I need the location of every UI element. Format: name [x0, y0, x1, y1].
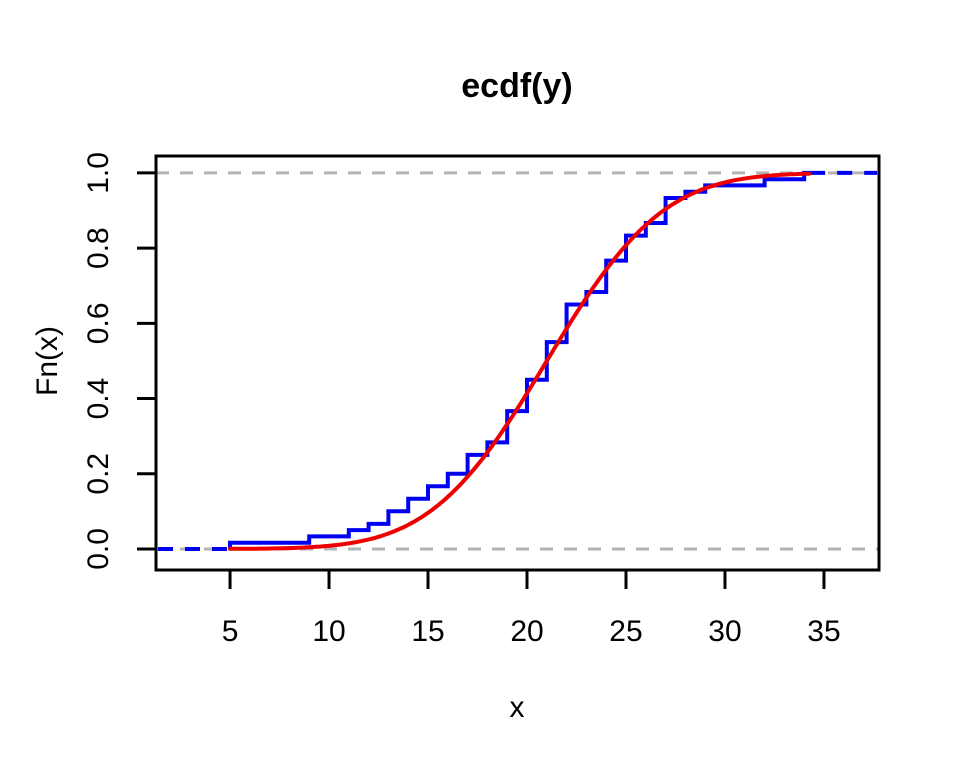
- ecdf-step-line: [228, 170, 811, 549]
- y-axis-title: Fn(x): [31, 326, 64, 396]
- y-tick-label: 0.0: [82, 528, 115, 570]
- x-tick-label: 20: [510, 615, 543, 648]
- x-tick-label: 35: [807, 615, 840, 648]
- x-axis-title: x: [510, 691, 525, 724]
- normal-cdf-curve: [228, 171, 812, 551]
- x-tick-label: 10: [312, 615, 345, 648]
- y-tick-label: 0.2: [82, 453, 115, 495]
- y-tick-label: 0.4: [82, 378, 115, 420]
- x-tick-label: 15: [411, 615, 444, 648]
- series-layer: [158, 170, 877, 551]
- reference-lines-layer: [156, 171, 879, 551]
- y-tick-label: 1.0: [82, 152, 115, 194]
- y-tick-label: 0.6: [82, 302, 115, 344]
- chart-title: ecdf(y): [461, 67, 572, 105]
- x-tick-label: 25: [609, 615, 642, 648]
- axes-layer: 5 10 15 20 25 30 35 0.0 0.2 0.4 0.6 0.8 1.0: [82, 152, 881, 648]
- y-tick-label: 0.8: [82, 227, 115, 269]
- x-tick-label: 30: [708, 615, 741, 648]
- x-tick-label: 5: [222, 615, 239, 648]
- plot-box: [154, 154, 881, 572]
